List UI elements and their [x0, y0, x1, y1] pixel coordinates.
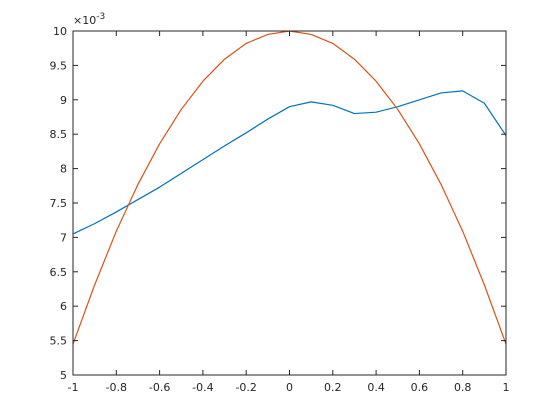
y-tick-label: 7 [60, 231, 67, 244]
line-series [72, 90, 507, 235]
x-tick-label: -0.2 [235, 381, 256, 394]
y-multiplier-exponent: -3 [96, 12, 105, 22]
y-tick-label: 8 [60, 163, 67, 176]
x-tick-label: 0.6 [411, 381, 429, 394]
y-multiplier-base: ×10 [73, 14, 96, 27]
x-tick-label: -0.6 [149, 381, 170, 394]
x-tick-label: -0.8 [106, 381, 127, 394]
y-tick-label: 7.5 [50, 197, 68, 210]
y-tick-label: 9 [60, 94, 67, 107]
y-tick-label: 8.5 [50, 128, 68, 141]
y-tick-label: 5 [60, 369, 67, 382]
x-tick-label: 0.8 [454, 381, 472, 394]
x-tick-label: -0.4 [192, 381, 213, 394]
x-tick-label: 0.4 [367, 381, 385, 394]
y-tick-label: 9.5 [50, 59, 68, 72]
y-tick-label: 10 [53, 25, 67, 38]
y-multiplier: ×10-3 [73, 12, 105, 27]
y-tick-label: 6 [60, 300, 67, 313]
y-tick-label: 5.5 [50, 335, 68, 348]
axes-box [72, 30, 507, 376]
x-tick-label: -1 [68, 381, 79, 394]
y-tick-label: 6.5 [50, 266, 68, 279]
x-tick-label: 1 [503, 381, 510, 394]
x-tick-label: 0 [286, 381, 293, 394]
x-tick-label: 0.2 [324, 381, 342, 394]
